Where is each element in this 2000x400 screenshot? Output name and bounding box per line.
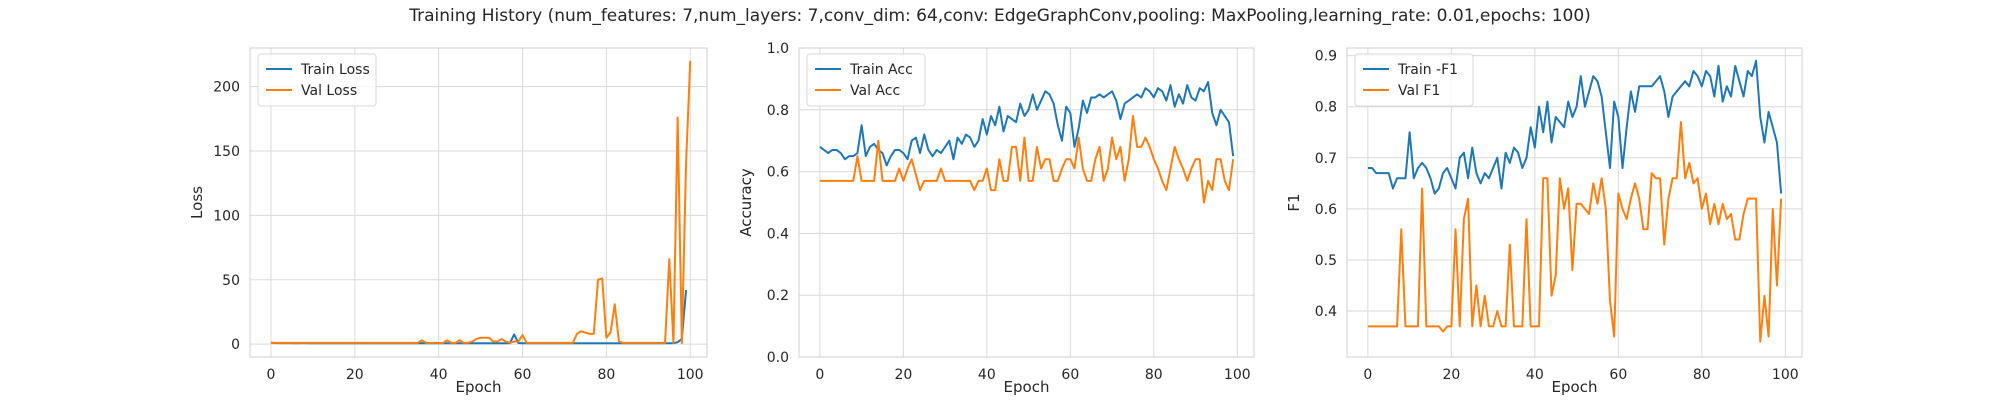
f1-legend-box <box>1354 53 1474 107</box>
accuracy-train-series-line <box>819 80 1235 167</box>
accuracy-legend-box <box>806 53 926 107</box>
accuracy-val-series-line <box>819 114 1235 204</box>
f1-y-axis-label: F1 <box>1285 193 1303 211</box>
f1-x-tick-label: 20 <box>1442 367 1460 383</box>
f1-y-tick-label: 0.8 <box>1315 100 1337 116</box>
loss-y-tick-label: 200 <box>213 80 240 96</box>
accuracy-legend-label-val: Val Acc <box>850 83 900 99</box>
loss-y-tick-label: 50 <box>222 273 240 289</box>
f1-x-tick-label: 40 <box>1526 367 1544 383</box>
accuracy-x-axis-label: Epoch <box>1004 378 1050 396</box>
accuracy-y-tick-label: 1.0 <box>767 41 789 57</box>
f1-y-tick-label: 0.7 <box>1315 151 1337 167</box>
f1-chart: 0 20 40 60 80 100 0.4 0.5 0.6 0.7 0.8 0.9 Epoch F1 Tra… <box>1285 47 1803 396</box>
accuracy-y-tick-label: 0.6 <box>767 165 789 181</box>
accuracy-x-tick-label: 40 <box>978 367 996 383</box>
accuracy-y-tick-label: 0.0 <box>767 350 789 366</box>
loss-x-tick-label: 60 <box>514 367 532 383</box>
accuracy-x-tick-label: 100 <box>1224 367 1251 383</box>
loss-y-tick-label: 100 <box>213 208 240 224</box>
figure-title: Training History (num_features: 7,num_la… <box>408 6 1591 26</box>
loss-x-tick-label: 80 <box>597 367 615 383</box>
loss-legend-box <box>257 53 377 107</box>
loss-legend-label-train: Train Loss <box>300 62 370 78</box>
loss-x-tick-label: 0 <box>267 367 276 383</box>
f1-x-tick-label: 100 <box>1772 367 1799 383</box>
f1-val-series-line <box>1367 121 1783 343</box>
accuracy-x-tick-label: 20 <box>894 367 912 383</box>
loss-x-axis-label: Epoch <box>456 378 502 396</box>
loss-chart: 0 20 40 60 80 100 0 50 100 150 200 Epoch Loss Train L… <box>188 47 708 396</box>
f1-x-tick-label: 0 <box>1363 367 1372 383</box>
f1-y-tick-label: 0.5 <box>1315 253 1337 269</box>
f1-legend-label-val: Val F1 <box>1398 83 1440 99</box>
accuracy-legend-label-train: Train Acc <box>849 62 913 78</box>
f1-x-tick-label: 60 <box>1609 367 1627 383</box>
accuracy-y-tick-label: 0.8 <box>767 103 789 119</box>
accuracy-x-tick-label: 80 <box>1145 367 1163 383</box>
loss-axes-frame <box>249 47 708 358</box>
loss-legend: Train Loss Val Loss <box>257 53 377 107</box>
f1-y-tick-label: 0.4 <box>1315 304 1337 320</box>
accuracy-legend: Train Acc Val Acc <box>806 53 926 107</box>
f1-x-tick-label: 80 <box>1693 367 1711 383</box>
f1-y-tick-label: 0.6 <box>1315 202 1337 218</box>
loss-y-tick-label: 150 <box>213 144 240 160</box>
f1-axes-frame <box>1346 47 1803 358</box>
accuracy-y-tick-label: 0.4 <box>767 226 789 242</box>
loss-y-tick-label: 0 <box>231 337 240 353</box>
f1-x-axis-label: Epoch <box>1552 378 1598 396</box>
loss-legend-label-val: Val Loss <box>301 83 357 99</box>
loss-y-axis-label: Loss <box>188 186 206 219</box>
f1-train-series-line <box>1367 59 1783 195</box>
accuracy-x-tick-label: 60 <box>1061 367 1079 383</box>
f1-legend: Train -F1 Val F1 <box>1354 53 1474 107</box>
f1-y-tick-label: 0.9 <box>1315 49 1337 65</box>
loss-x-tick-label: 40 <box>430 367 448 383</box>
f1-legend-label-train: Train -F1 <box>1397 62 1458 78</box>
accuracy-chart: 0 20 40 60 80 100 0.0 0.2 0.4 0.6 0.8 1.0 Epoch Accur… <box>737 41 1255 396</box>
accuracy-x-tick-label: 0 <box>815 367 824 383</box>
loss-x-tick-label: 100 <box>677 367 704 383</box>
accuracy-y-tick-label: 0.2 <box>767 288 789 304</box>
loss-val-series-line <box>270 60 692 345</box>
accuracy-axes-frame <box>798 47 1255 358</box>
accuracy-y-axis-label: Accuracy <box>737 168 755 237</box>
loss-x-tick-label: 20 <box>346 367 364 383</box>
